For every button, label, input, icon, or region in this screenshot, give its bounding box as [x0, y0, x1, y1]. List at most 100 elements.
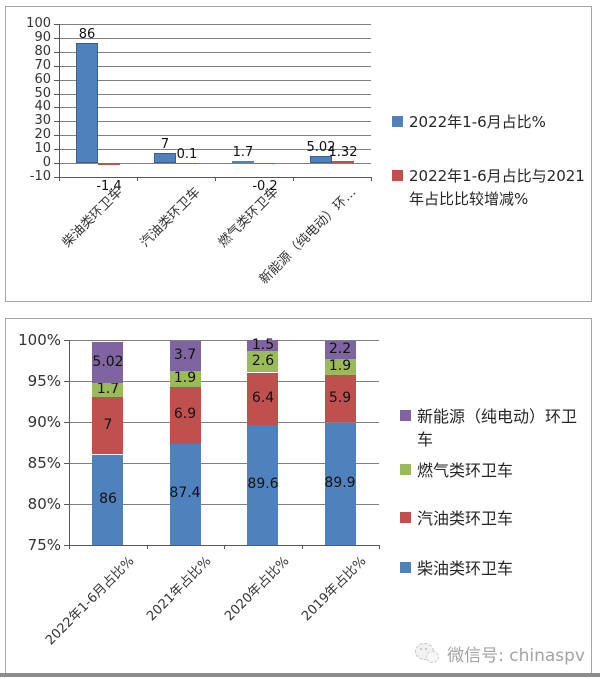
bar-segment [247, 351, 278, 372]
segment-label: 7 [103, 417, 113, 433]
bar [310, 156, 332, 163]
legend-swatch [400, 464, 411, 475]
legend-label: 柴油类环卫车 [417, 559, 514, 578]
y-axis-label: 75% [27, 536, 61, 554]
bar-label: 5.02 [306, 140, 336, 155]
legend-item: 新能源（纯电动）环卫车 [400, 405, 590, 451]
bar [254, 163, 276, 164]
watermark-text: 微信号: chinaspv [447, 645, 585, 666]
y-axis-tick [64, 340, 69, 341]
bottom-divider [0, 673, 600, 677]
segment-label: 5.02 [92, 354, 124, 370]
x-axis-tick [137, 177, 138, 181]
segment-label: 6.9 [173, 406, 197, 422]
y-axis-label: 100% [18, 331, 61, 349]
y-axis-tick [54, 149, 59, 150]
gridline [59, 149, 371, 150]
y-axis-tick [64, 422, 69, 423]
y-axis-tick [54, 163, 59, 164]
y-axis-tick [54, 107, 59, 108]
legend-item: 2022年1-6月占比与2021年占比比较增减% [392, 165, 588, 211]
legend-item: 燃气类环卫车 [400, 459, 590, 482]
legend-item: 汽油类环卫车 [400, 507, 590, 530]
segment-label: 87.4 [169, 485, 201, 501]
bar-segment [325, 341, 356, 359]
legend-label: 汽油类环卫车 [417, 509, 514, 528]
bar [232, 161, 254, 163]
y-axis-label: 40 [34, 99, 51, 114]
gridline [59, 52, 371, 53]
gridline [59, 107, 371, 108]
bottom-stacked-chart: 100% 95% 90% 85% 80% 75% 86 7 1.7 5.02 2022年1-6月占比… [5, 318, 592, 674]
x-axis-tick [59, 177, 60, 181]
wechat-icon [415, 642, 440, 664]
legend-swatch [400, 562, 411, 573]
gridline [59, 121, 371, 122]
gridline [69, 340, 379, 341]
bar-segment [92, 397, 123, 454]
segment-label: 6.4 [251, 390, 275, 406]
segment-label: 3.7 [173, 347, 197, 363]
y-axis-tick [54, 135, 59, 136]
bar-segment [170, 341, 201, 371]
bar-segment [92, 342, 123, 383]
legend-item: 柴油类环卫车 [400, 557, 590, 580]
y-axis-tick [54, 52, 59, 53]
y-axis-label: 60 [34, 72, 51, 87]
y-axis-tick [54, 80, 59, 81]
y-axis-tick [54, 24, 59, 25]
bar-segment [325, 359, 356, 375]
y-axis-tick [64, 504, 69, 505]
segment-label: 1.9 [328, 358, 352, 374]
top-bar-chart: 100 90 80 70 60 50 40 30 20 10 0 -10 86 7 1.7 5.02 -1.4 0… [5, 6, 592, 302]
x-axis-tick [224, 545, 225, 549]
y-axis-label: 30 [34, 113, 51, 128]
gridline [59, 163, 371, 164]
bar [332, 161, 354, 163]
y-axis-tick [54, 121, 59, 122]
segment-label: 89.9 [324, 475, 356, 491]
y-axis-line [69, 340, 70, 545]
legend-label: 新能源（纯电动）环卫车 [417, 407, 578, 449]
legend-swatch [400, 512, 411, 523]
segment-label: 89.6 [247, 476, 279, 492]
gridline [69, 504, 379, 505]
x-axis-tick [302, 545, 303, 549]
gridline [59, 135, 371, 136]
bar-label: 0.1 [176, 147, 198, 162]
x-axis-tick [215, 177, 216, 181]
gridline [59, 66, 371, 67]
y-axis-label: 85% [27, 454, 61, 472]
y-axis-label: 90% [27, 413, 61, 431]
segment-label: 2.2 [328, 341, 352, 357]
bar [176, 163, 198, 164]
bar-label: 86 [78, 27, 96, 42]
bar-label: -0.2 [252, 179, 278, 194]
watermark: 微信号: chinaspv [415, 640, 585, 666]
bar-segment [325, 374, 356, 422]
bar [98, 163, 120, 165]
y-axis-tick [54, 38, 59, 39]
y-axis-tick [64, 381, 69, 382]
bar [154, 153, 176, 163]
y-axis-label: 20 [34, 127, 51, 142]
y-axis-tick [54, 94, 59, 95]
bar-segment [170, 443, 201, 545]
y-axis-label: 80 [34, 44, 51, 59]
segment-label: 1.5 [251, 337, 275, 353]
legend-label: 2022年1-6月占比% [409, 113, 546, 131]
gridline [59, 24, 371, 25]
y-axis-label: 70 [34, 58, 51, 73]
bar-segment [92, 383, 123, 397]
y-axis-label: 90 [34, 30, 51, 45]
y-axis-tick [64, 545, 69, 546]
bar-segment [92, 455, 123, 545]
x-axis-tick [371, 177, 372, 181]
bar-segment [170, 371, 201, 387]
bar-segment [170, 387, 201, 444]
bar-label: -1.4 [96, 179, 122, 194]
legend-swatch [400, 410, 411, 421]
legend-label: 燃气类环卫车 [417, 461, 514, 480]
bar-segment [247, 373, 278, 425]
